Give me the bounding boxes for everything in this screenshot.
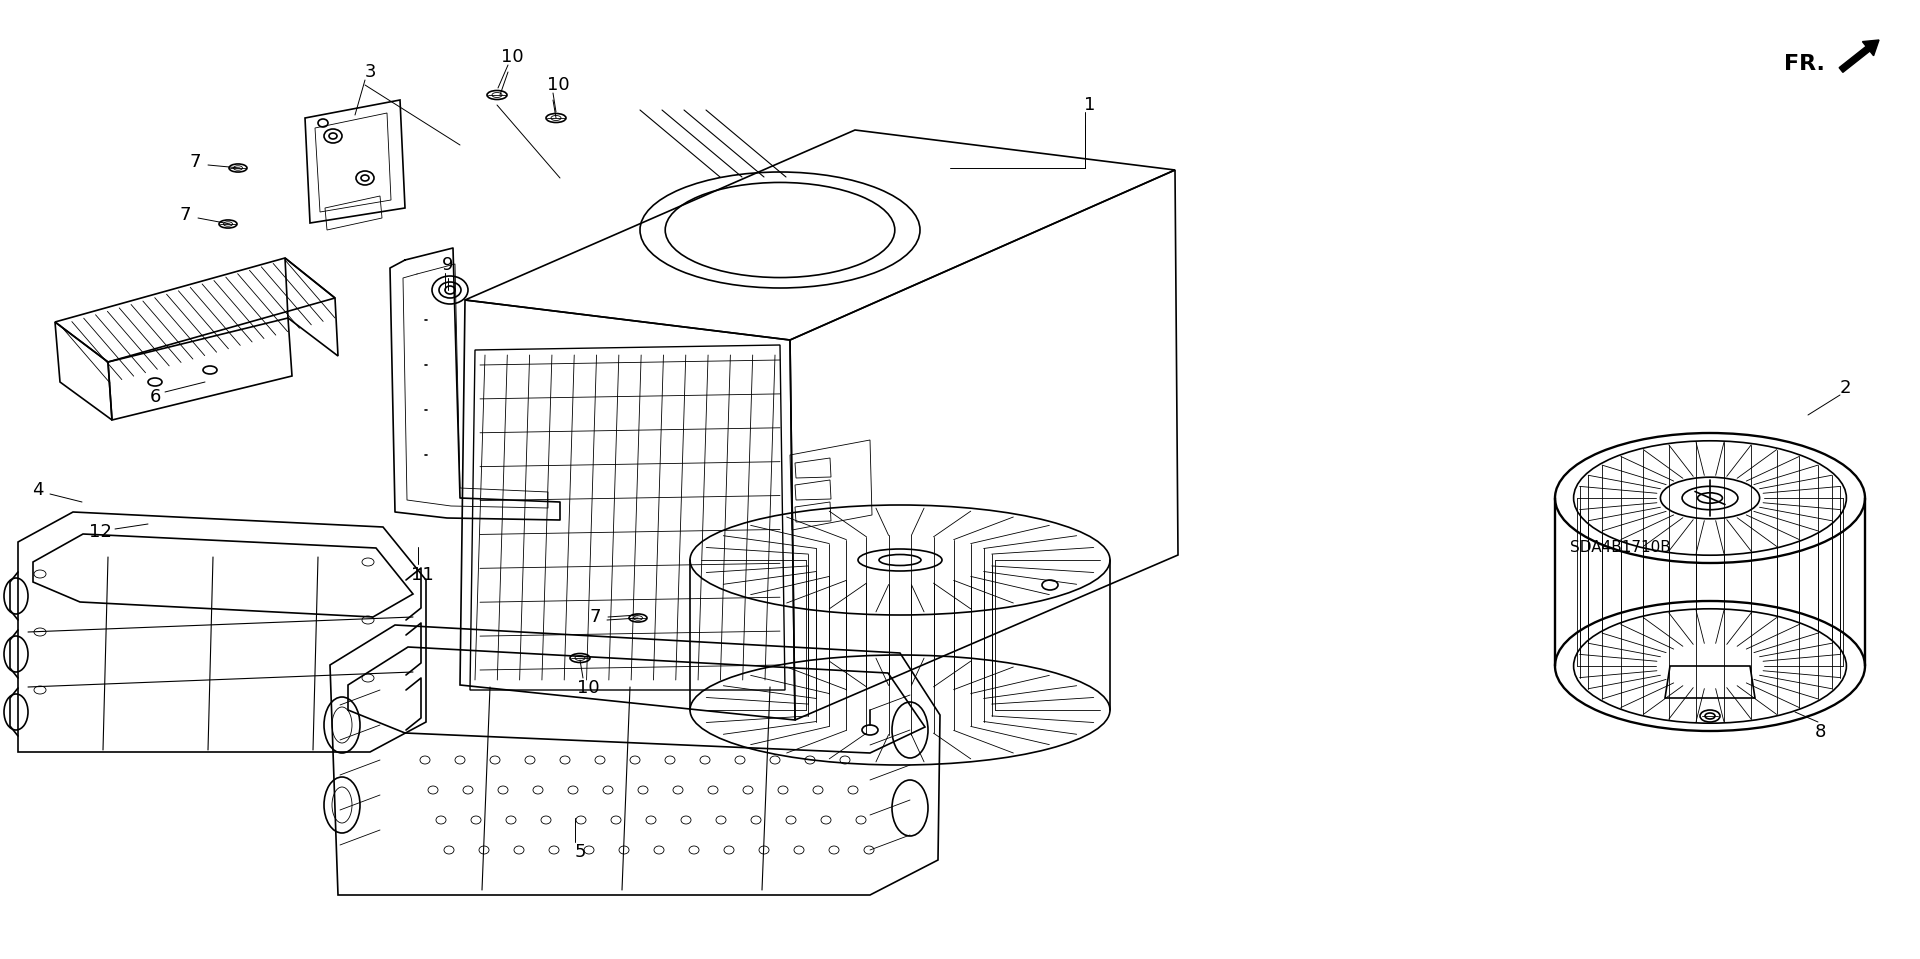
Text: 10: 10 bbox=[547, 76, 570, 94]
Text: 7: 7 bbox=[179, 206, 190, 224]
Text: 9: 9 bbox=[442, 256, 453, 274]
Text: 6: 6 bbox=[150, 388, 161, 406]
Text: 11: 11 bbox=[411, 566, 434, 584]
Text: 8: 8 bbox=[1814, 723, 1826, 741]
Text: SDA4B1710B: SDA4B1710B bbox=[1571, 541, 1670, 555]
Text: 12: 12 bbox=[88, 523, 111, 541]
Text: 5: 5 bbox=[574, 843, 586, 861]
FancyArrow shape bbox=[1839, 40, 1880, 72]
Text: 7: 7 bbox=[589, 608, 601, 626]
Text: 10: 10 bbox=[576, 679, 599, 697]
Text: 3: 3 bbox=[365, 63, 376, 81]
Text: 10: 10 bbox=[501, 48, 524, 66]
Text: 2: 2 bbox=[1839, 379, 1851, 397]
Text: 7: 7 bbox=[190, 153, 202, 171]
Text: FR.: FR. bbox=[1784, 54, 1824, 74]
Text: 4: 4 bbox=[33, 481, 44, 499]
Text: 1: 1 bbox=[1085, 96, 1096, 114]
